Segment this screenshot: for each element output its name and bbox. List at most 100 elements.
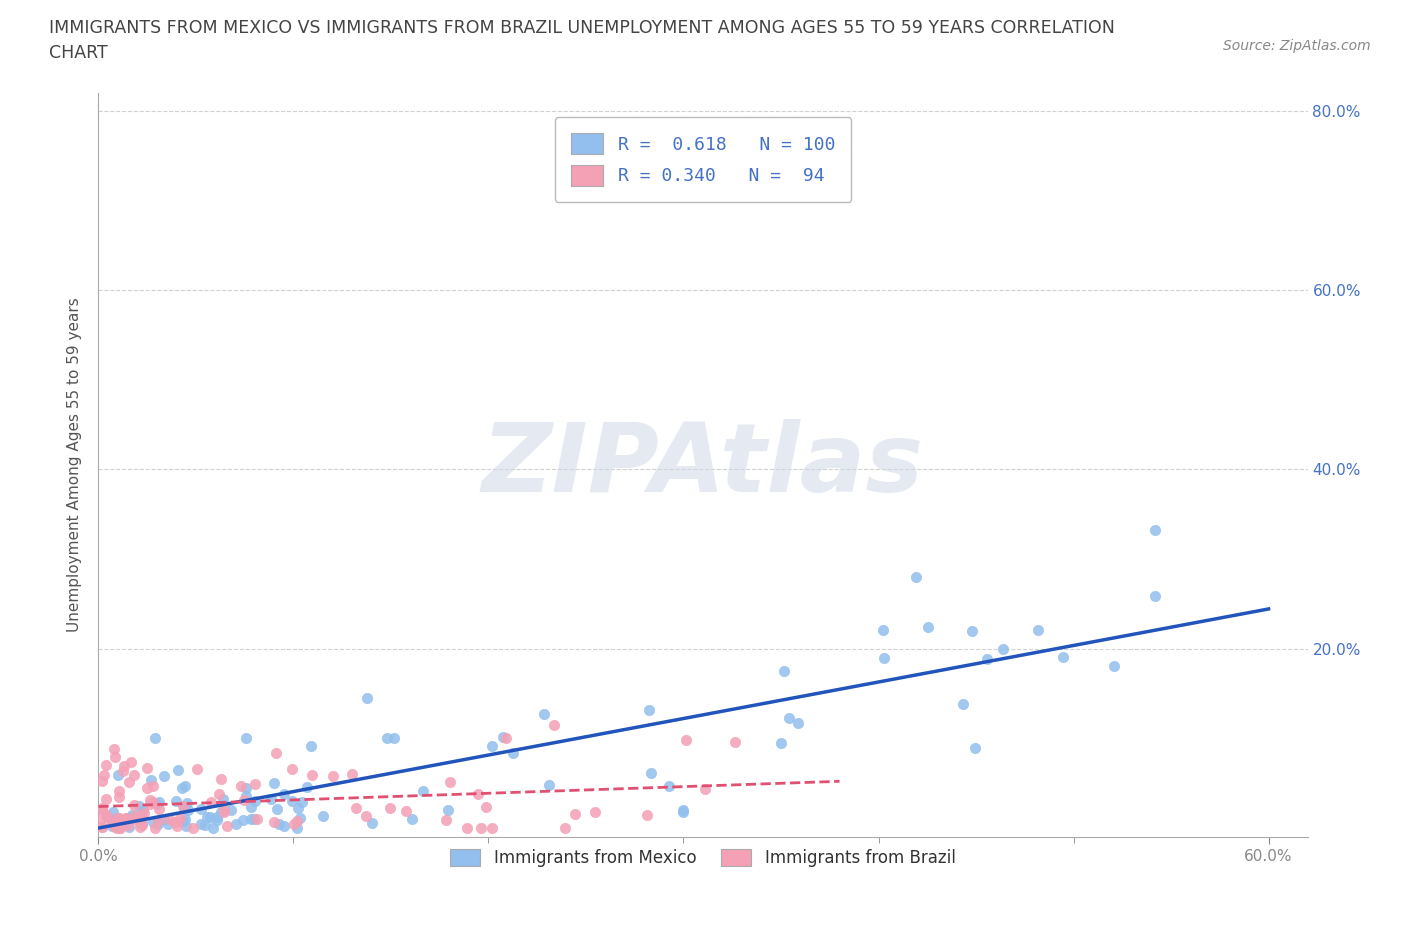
- Point: [235, 789, 257, 804]
- Point: [434, 813, 457, 828]
- Point: [291, 794, 314, 809]
- Point: [436, 803, 458, 817]
- Point: [108, 783, 131, 798]
- Point: [183, 820, 205, 835]
- Point: [342, 766, 364, 781]
- Point: [105, 811, 128, 826]
- Point: [96, 792, 118, 807]
- Point: [217, 818, 239, 833]
- Y-axis label: Unemployment Among Ages 55 to 59 years: Unemployment Among Ages 55 to 59 years: [67, 298, 83, 632]
- Point: [190, 817, 212, 831]
- Point: [101, 816, 124, 830]
- Point: [952, 697, 974, 711]
- Point: [233, 793, 256, 808]
- Point: [235, 781, 257, 796]
- Point: [1143, 589, 1166, 604]
- Point: [287, 801, 309, 816]
- Point: [176, 818, 198, 833]
- Point: [240, 812, 263, 827]
- Point: [111, 764, 134, 778]
- Point: [240, 800, 263, 815]
- Point: [91, 820, 114, 835]
- Point: [172, 798, 194, 813]
- Point: [176, 796, 198, 811]
- Point: [194, 817, 217, 832]
- Point: [288, 811, 311, 826]
- Point: [153, 812, 176, 827]
- Point: [243, 777, 266, 791]
- Point: [1102, 659, 1125, 674]
- Point: [122, 767, 145, 782]
- Point: [439, 775, 461, 790]
- Text: ZIPAtlas: ZIPAtlas: [482, 418, 924, 512]
- Point: [128, 809, 150, 824]
- Point: [104, 819, 127, 834]
- Point: [142, 815, 165, 830]
- Point: [356, 691, 378, 706]
- Point: [145, 820, 167, 835]
- Point: [115, 810, 138, 825]
- Point: [108, 820, 131, 835]
- Point: [186, 762, 208, 777]
- Point: [492, 729, 515, 744]
- Point: [773, 663, 796, 678]
- Point: [640, 765, 662, 780]
- Point: [245, 793, 267, 808]
- Point: [94, 758, 117, 773]
- Point: [382, 731, 405, 746]
- Point: [672, 803, 695, 817]
- Point: [976, 652, 998, 667]
- Point: [299, 738, 322, 753]
- Point: [148, 802, 170, 817]
- Point: [583, 805, 606, 820]
- Point: [112, 758, 135, 773]
- Point: [281, 761, 304, 776]
- Point: [103, 741, 125, 756]
- Point: [872, 651, 894, 666]
- Legend: Immigrants from Mexico, Immigrants from Brazil: Immigrants from Mexico, Immigrants from …: [437, 836, 969, 881]
- Point: [769, 736, 792, 751]
- Point: [724, 735, 747, 750]
- Point: [209, 804, 232, 819]
- Text: Source: ZipAtlas.com: Source: ZipAtlas.com: [1223, 39, 1371, 53]
- Point: [118, 811, 141, 826]
- Point: [481, 820, 503, 835]
- Point: [212, 803, 235, 817]
- Point: [129, 808, 152, 823]
- Point: [273, 818, 295, 833]
- Point: [963, 740, 986, 755]
- Point: [118, 775, 141, 790]
- Point: [97, 809, 120, 824]
- Point: [142, 778, 165, 793]
- Point: [675, 732, 697, 747]
- Point: [263, 815, 285, 830]
- Point: [124, 808, 146, 823]
- Point: [108, 811, 131, 826]
- Point: [212, 791, 235, 806]
- Point: [134, 806, 156, 821]
- Point: [344, 801, 367, 816]
- Point: [693, 782, 716, 797]
- Point: [1026, 622, 1049, 637]
- Point: [143, 731, 166, 746]
- Point: [481, 738, 503, 753]
- Point: [672, 804, 695, 819]
- Point: [1052, 649, 1074, 664]
- Point: [177, 803, 200, 817]
- Point: [467, 786, 489, 801]
- Point: [121, 807, 143, 822]
- Point: [166, 763, 188, 777]
- Point: [103, 750, 125, 764]
- Point: [208, 787, 231, 802]
- Point: [787, 716, 810, 731]
- Point: [91, 802, 114, 817]
- Point: [219, 803, 242, 817]
- Point: [375, 731, 398, 746]
- Point: [153, 768, 176, 783]
- Point: [136, 780, 159, 795]
- Point: [246, 812, 269, 827]
- Point: [209, 772, 232, 787]
- Point: [198, 809, 221, 824]
- Point: [917, 619, 939, 634]
- Point: [107, 811, 129, 826]
